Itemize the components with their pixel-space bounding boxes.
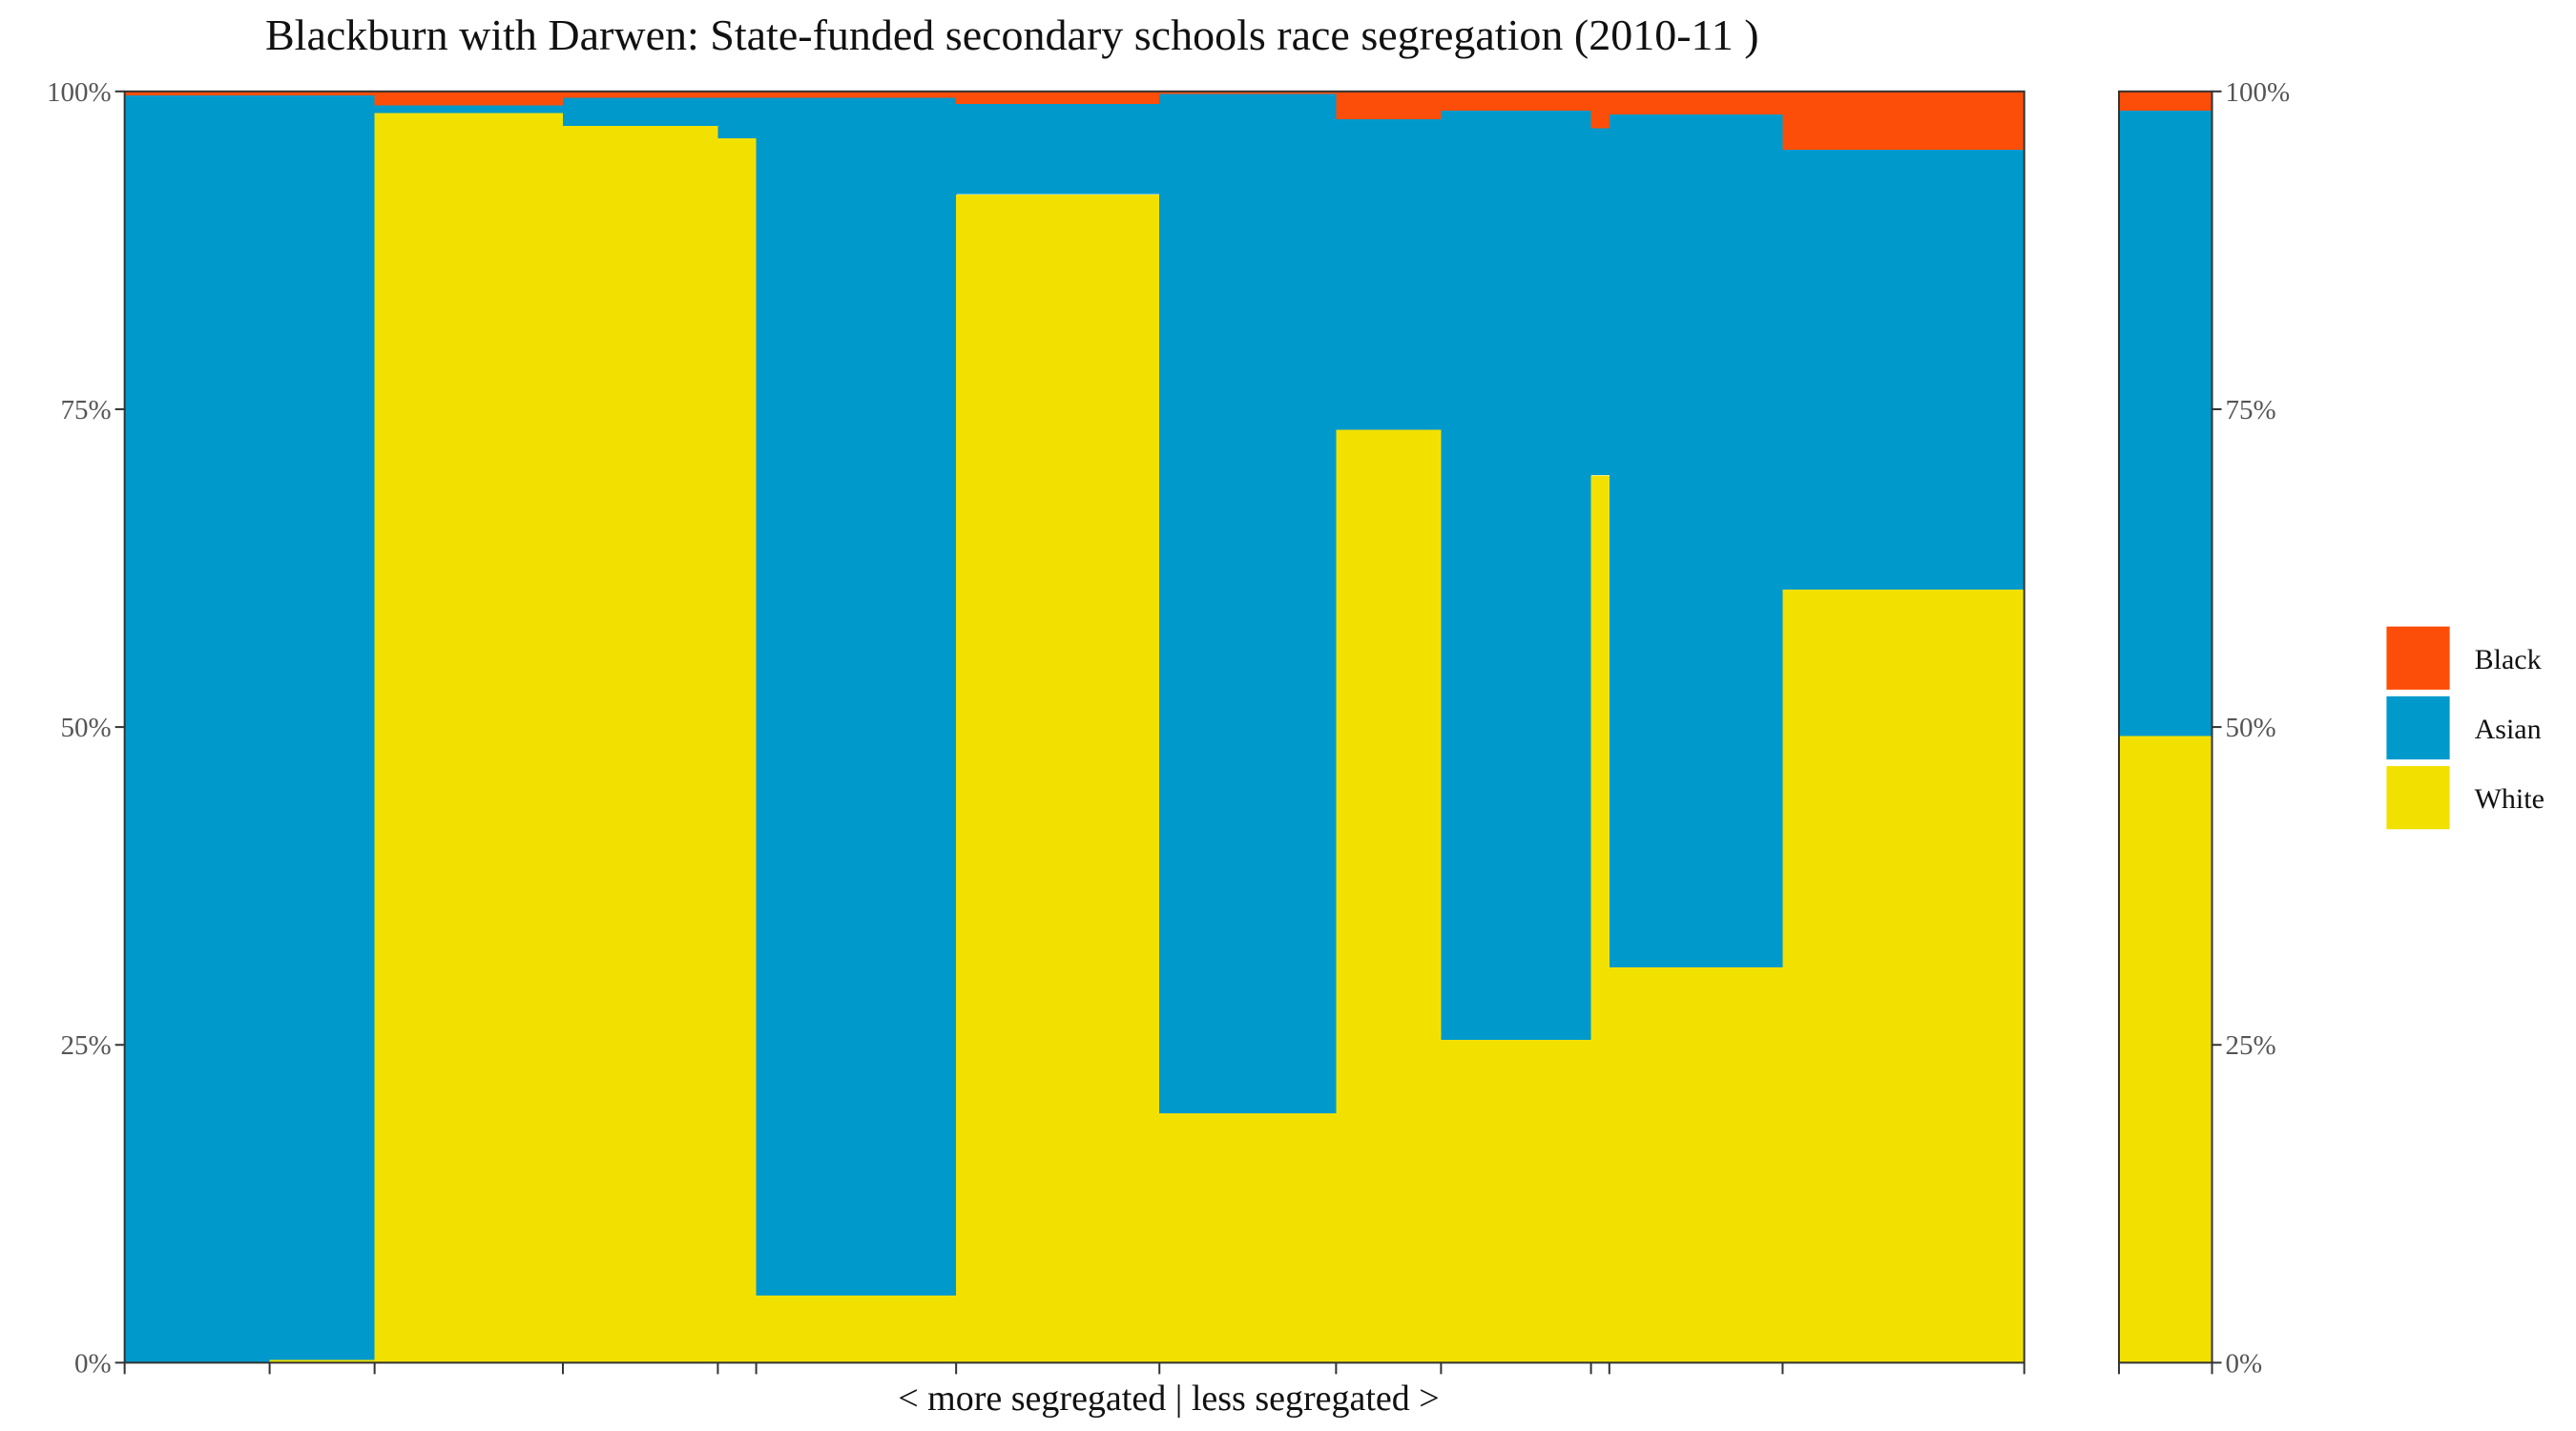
- school-9-white-segment: [1336, 429, 1442, 1363]
- school-10-black-segment: [1441, 91, 1592, 111]
- y-tick-label-left: 100%: [47, 77, 112, 108]
- school-4-asian-segment: [562, 97, 719, 126]
- legend-swatch-white: [2386, 766, 2450, 830]
- school-12-black-segment: [1609, 91, 1784, 114]
- school-9-black-segment: [1336, 91, 1442, 120]
- school-2-asian-segment: [269, 94, 376, 1360]
- legend-swatch-asian: [2386, 695, 2450, 760]
- school-11-black-segment: [1590, 91, 1610, 129]
- school-13-asian-segment: [1782, 150, 2025, 591]
- school-12-asian-segment: [1609, 114, 1784, 967]
- school-10-white-segment: [1441, 1039, 1592, 1363]
- school-13-black-segment: [1782, 91, 2025, 151]
- legend-label-asian: Asian: [2475, 714, 2542, 745]
- total-black-segment: [2118, 91, 2212, 111]
- legend-label-white: White: [2475, 783, 2545, 815]
- y-tick-label-left: 25%: [60, 1030, 111, 1061]
- school-5-black-segment: [717, 91, 758, 98]
- school-7-white-segment: [956, 194, 1160, 1363]
- school-4-black-segment: [562, 91, 719, 98]
- y-tick-label-left: 75%: [60, 395, 111, 425]
- school-6-white-segment: [756, 1295, 957, 1363]
- x-axis-label: < more segregated | less segregated >: [898, 1379, 1439, 1419]
- total-asian-segment: [2118, 110, 2212, 736]
- school-3-black-segment: [374, 91, 564, 106]
- legend-swatch-black: [2386, 626, 2450, 690]
- y-tick-label-right: 0%: [2226, 1348, 2263, 1379]
- school-9-asian-segment: [1336, 119, 1442, 430]
- school-7-black-segment: [956, 91, 1160, 105]
- school-6-black-segment: [756, 91, 957, 98]
- y-axis-right: 0% 25% 50% 75% 100%: [2212, 77, 2291, 1379]
- school-2-white-segment: [269, 1359, 376, 1363]
- y-tick-label-right: 25%: [2226, 1030, 2276, 1061]
- school-7-asian-segment: [956, 104, 1160, 195]
- school-11-white-segment: [1590, 475, 1610, 1363]
- y-tick-label-left: 0%: [74, 1348, 112, 1379]
- y-tick-label-right: 50%: [2226, 713, 2276, 743]
- legend-label-black: Black: [2475, 644, 2542, 675]
- school-1-asian-segment: [124, 94, 271, 1363]
- school-3-white-segment: [374, 113, 564, 1363]
- school-6-asian-segment: [756, 97, 957, 1296]
- school-1-black-segment: [124, 91, 271, 95]
- school-10-asian-segment: [1441, 110, 1592, 1040]
- legend: Black Asian White: [2386, 626, 2545, 830]
- y-tick-label-right: 100%: [2226, 77, 2291, 108]
- x-axis: [123, 1362, 2213, 1375]
- school-12-white-segment: [1609, 966, 1784, 1363]
- y-tick-label-left: 50%: [60, 713, 111, 743]
- school-11-asian-segment: [1590, 128, 1610, 476]
- school-8-asian-segment: [1159, 93, 1337, 1114]
- total-white-segment: [2118, 736, 2212, 1363]
- y-tick-label-right: 75%: [2226, 395, 2276, 425]
- school-3-asian-segment: [374, 105, 564, 114]
- school-8-white-segment: [1159, 1113, 1337, 1363]
- school-5-asian-segment: [717, 97, 758, 139]
- school-4-white-segment: [562, 125, 719, 1363]
- y-axis-left: 0% 25% 50% 75% 100%: [47, 77, 125, 1379]
- school-5-white-segment: [717, 138, 758, 1363]
- plot-bars: [124, 91, 2212, 1363]
- school-13-white-segment: [1782, 590, 2025, 1363]
- chart-title: Blackburn with Darwen: State-funded seco…: [265, 10, 1759, 59]
- school-2-black-segment: [269, 91, 376, 95]
- school-8-black-segment: [1159, 91, 1337, 94]
